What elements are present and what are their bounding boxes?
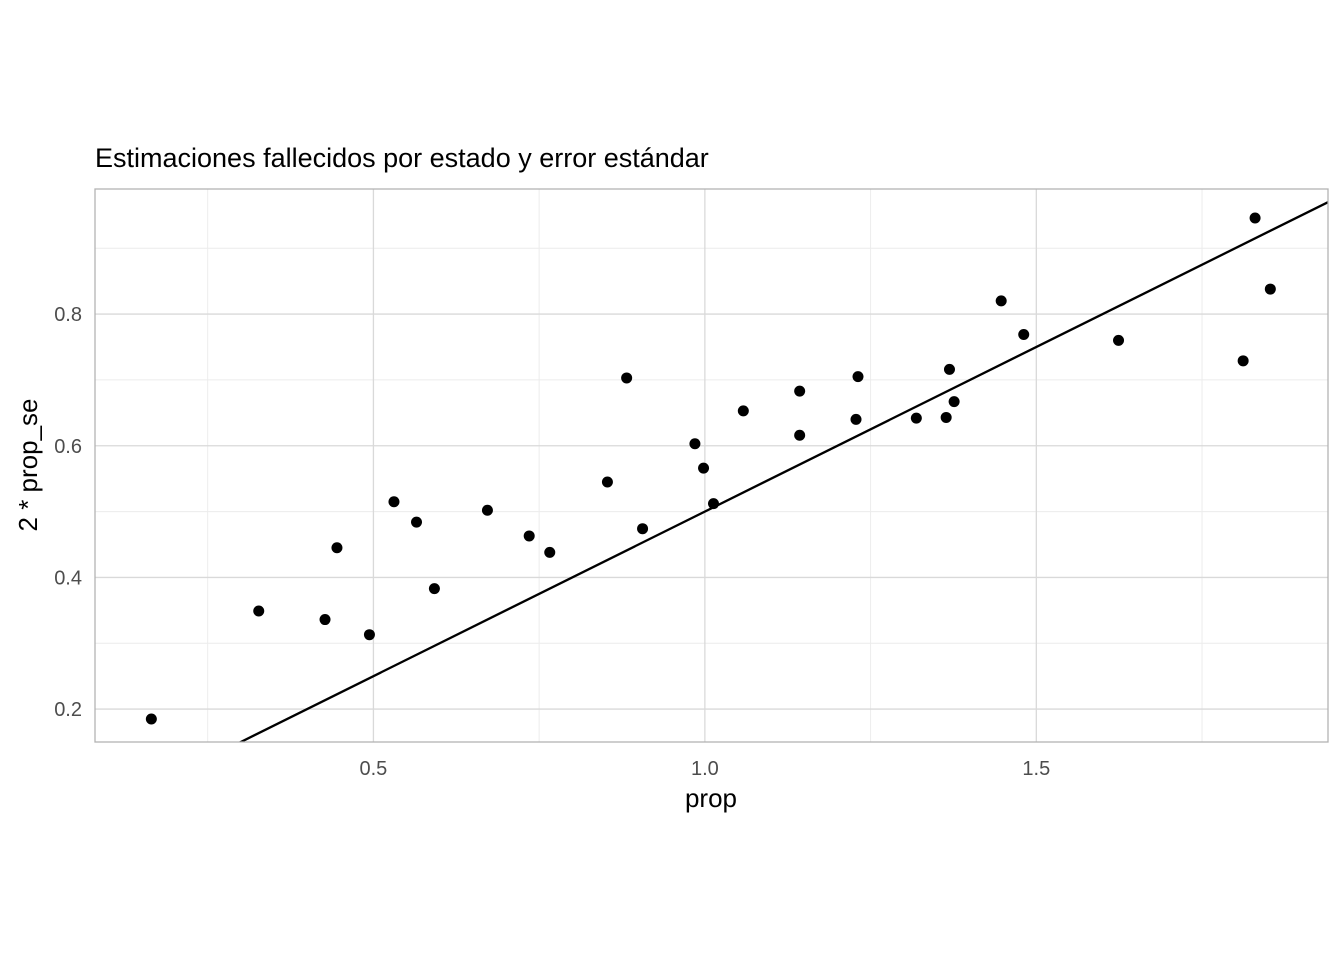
data-point bbox=[145, 713, 157, 725]
data-point bbox=[689, 438, 701, 450]
data-point bbox=[481, 504, 493, 516]
panel-border bbox=[94, 188, 1329, 743]
data-point bbox=[331, 542, 343, 554]
data-point bbox=[601, 476, 613, 488]
data-point bbox=[948, 396, 960, 408]
data-point bbox=[1237, 355, 1249, 367]
data-point bbox=[253, 605, 265, 617]
data-point bbox=[737, 405, 749, 417]
data-point bbox=[428, 583, 440, 595]
y-tick-label: 0.4 bbox=[54, 567, 82, 589]
data-point bbox=[698, 462, 710, 474]
data-point bbox=[1018, 328, 1030, 340]
data-point bbox=[707, 498, 719, 510]
data-point bbox=[637, 523, 649, 535]
data-point bbox=[995, 295, 1007, 307]
data-point bbox=[940, 411, 952, 423]
y-axis-title: 2 * prop_se bbox=[13, 399, 43, 532]
data-point bbox=[319, 614, 331, 626]
data-point bbox=[1264, 283, 1276, 295]
data-point bbox=[411, 516, 423, 528]
data-point bbox=[523, 530, 535, 542]
x-tick-label: 0.5 bbox=[360, 758, 388, 780]
panel-background bbox=[95, 189, 1328, 742]
data-point bbox=[850, 413, 862, 425]
data-point bbox=[621, 372, 633, 384]
y-tick-label: 0.6 bbox=[54, 436, 82, 458]
x-tick-label: 1.0 bbox=[691, 758, 719, 780]
x-tick-label: 1.5 bbox=[1022, 758, 1050, 780]
data-point bbox=[910, 412, 922, 424]
data-point bbox=[1249, 212, 1261, 224]
data-point bbox=[943, 363, 955, 375]
data-point bbox=[852, 371, 864, 383]
data-point bbox=[388, 496, 400, 508]
y-tick-label: 0.8 bbox=[54, 304, 82, 326]
data-point bbox=[544, 546, 556, 558]
data-point bbox=[1113, 334, 1125, 346]
data-point bbox=[794, 385, 806, 397]
data-point bbox=[794, 429, 806, 441]
chart-title: Estimaciones fallecidos por estado y err… bbox=[95, 143, 709, 173]
data-point bbox=[363, 629, 375, 641]
plot-panel bbox=[94, 188, 1329, 743]
x-axis-title: prop bbox=[685, 783, 737, 813]
y-tick-label: 0.2 bbox=[54, 699, 82, 721]
